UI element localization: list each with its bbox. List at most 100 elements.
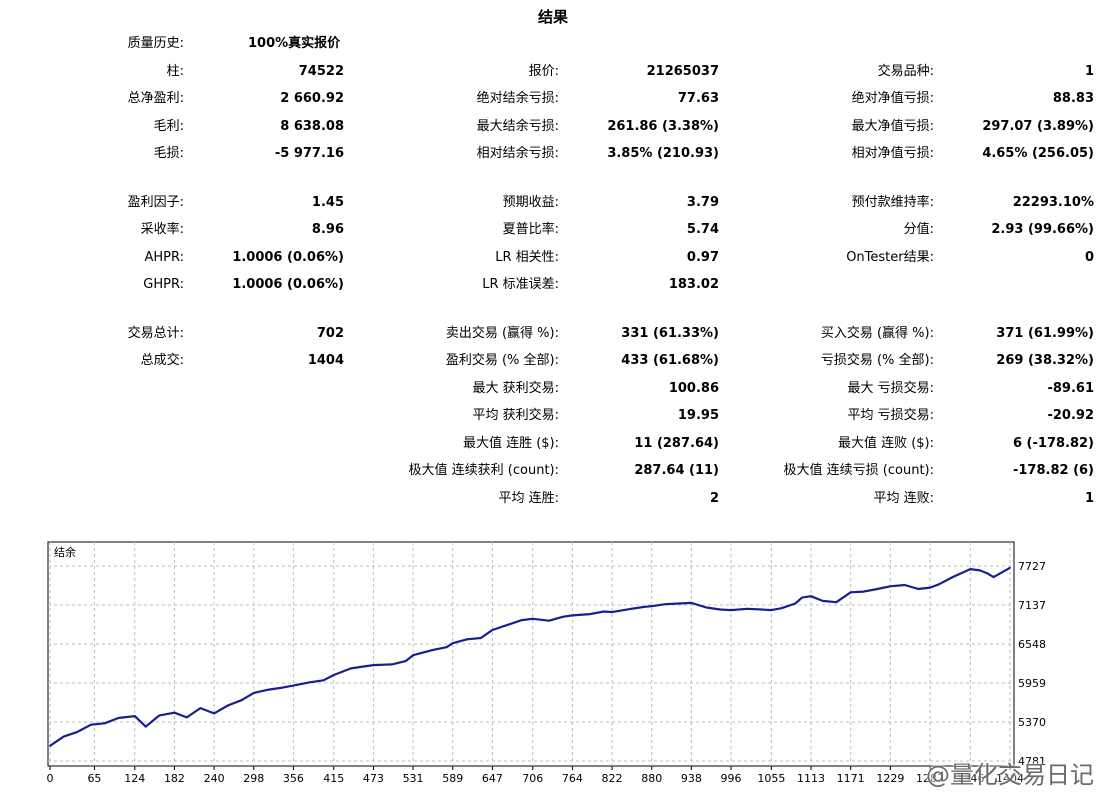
stat-value: 287.64 (11) <box>634 463 719 478</box>
x-tick-label: 0 <box>47 772 54 785</box>
stat-label: 预期收益: <box>502 195 559 210</box>
balance-point <box>451 642 454 645</box>
balance-point <box>49 744 51 747</box>
stat-label: 最大 亏损交易: <box>847 381 934 396</box>
stat-value: 22293.10% <box>1012 195 1094 210</box>
balance-point <box>412 654 414 657</box>
balance-point <box>491 629 494 631</box>
stat-label: 最大净值亏损: <box>851 119 934 134</box>
y-tick-label: 6548 <box>1018 638 1046 651</box>
stat-label: 买入交易 (赢得 %): <box>820 326 934 341</box>
balance-point <box>801 596 803 599</box>
x-tick-label: 1346 <box>956 772 984 785</box>
x-tick-label: 1171 <box>837 772 865 785</box>
balance-point <box>780 607 783 610</box>
stat-value: 1 <box>1084 491 1094 506</box>
stat-label: 平均 亏损交易: <box>847 408 934 423</box>
stat-value: 100.86 <box>668 381 719 396</box>
stat-label: 采收率: <box>140 222 184 237</box>
stat-label: GHPR: <box>143 277 184 292</box>
balance-point <box>770 609 773 611</box>
balance-point <box>705 606 708 609</box>
balance-point <box>571 614 574 617</box>
x-tick-label: 880 <box>641 772 662 785</box>
stat-label: 亏损交易 (% 全部): <box>820 353 934 368</box>
x-tick-label: 298 <box>243 772 264 785</box>
stat-value: 1 <box>1084 64 1094 79</box>
x-tick-label: 182 <box>164 772 185 785</box>
x-tick-label: 706 <box>522 772 543 785</box>
balance-point <box>252 692 255 694</box>
balance-point <box>144 725 147 728</box>
stat-value: -89.61 <box>1047 381 1094 396</box>
y-tick-label: 5959 <box>1018 677 1046 690</box>
stats-row: 柱: 74522 报价: 21265037 交易品种: 1 <box>0 62 1106 82</box>
stats-row: GHPR: 1.0006 (0.06%) LR 标准误差: 183.02 <box>0 275 1106 295</box>
balance-point <box>350 667 352 670</box>
stat-label: 报价: <box>528 64 559 79</box>
balance-point <box>213 712 216 715</box>
stat-label: 最大 获利交易: <box>472 381 559 396</box>
stat-label: 毛利: <box>153 119 184 134</box>
quality-value: 100%真实报价 <box>248 36 341 51</box>
stat-label: LR 相关性: <box>495 250 559 265</box>
stat-label: 柱: <box>166 64 184 79</box>
balance-point <box>281 686 284 689</box>
stat-value: 0 <box>1084 250 1094 265</box>
stats-row: 盈利因子: 1.45 预期收益: 3.79 预付款维持率: 22293.10% <box>0 193 1106 213</box>
x-tick-label: 822 <box>602 772 623 785</box>
report-title: 结果 <box>537 8 568 26</box>
balance-point <box>561 615 564 618</box>
stat-value: 21265037 <box>646 64 719 79</box>
stat-label: 最大值 连胜 ($): <box>462 436 559 451</box>
balance-chart-svg: 7727 7137 6548 5959 5370 4781 0 65 124 182 240 298 3… <box>47 541 1046 785</box>
x-tick-label: 124 <box>124 772 145 785</box>
x-tick-label: 647 <box>482 772 503 785</box>
stat-value: -5 977.16 <box>274 146 344 161</box>
balance-point <box>531 617 534 620</box>
stat-label: 盈利因子: <box>127 195 184 210</box>
balance-point <box>730 609 732 611</box>
balance-point <box>199 707 202 709</box>
stat-value: 261.86 (3.38%) <box>607 119 719 134</box>
stats-row: 交易总计: 702 卖出交易 (赢得 %): 331 (61.33%) 买入交易 (赢得… <box>0 324 1106 344</box>
stat-value: 183.02 <box>668 277 719 292</box>
balance-point <box>690 602 693 604</box>
balance-point <box>678 602 680 605</box>
stat-value: 4.65% (256.05) <box>982 146 1094 161</box>
stat-label: 总净盈利: <box>127 91 184 106</box>
stat-value: 8.96 <box>311 222 344 237</box>
watermark-text: @量化交易日记 <box>926 761 1094 789</box>
balance-point <box>466 638 468 641</box>
stat-label: 平均 连胜: <box>498 491 559 506</box>
stat-value: 2 <box>709 491 719 506</box>
balance-point <box>240 699 243 702</box>
balance-point <box>332 674 335 676</box>
y-tick-label: 5370 <box>1018 716 1046 729</box>
balance-point <box>664 603 667 606</box>
balance-point <box>548 619 550 622</box>
balance-point <box>432 649 434 651</box>
stat-label: 绝对结余亏损: <box>476 91 559 106</box>
stat-label: 分值: <box>903 222 934 237</box>
x-tick-label: 473 <box>363 772 384 785</box>
stat-value: 269 (38.32%) <box>996 353 1094 368</box>
stat-label: 交易总计: <box>127 326 184 341</box>
balance-point <box>1009 566 1011 569</box>
stat-value: 331 (61.33%) <box>621 326 719 341</box>
balance-point <box>992 576 995 578</box>
chart-frame <box>47 541 1015 767</box>
stat-label: 极大值 连续获利 (count): <box>408 463 559 478</box>
x-tick-label: 996 <box>721 772 742 785</box>
balance-point <box>938 583 940 586</box>
stat-label: 预付款维持率: <box>851 195 934 210</box>
quality-label: 质量历史: <box>127 36 184 51</box>
stats-row: 毛损: -5 977.16 相对结余亏损: 3.85% (210.93) 相对净值亏损:… <box>0 144 1106 164</box>
balance-point <box>917 588 920 590</box>
stat-value: 1404 <box>307 353 344 368</box>
balance-point <box>62 735 65 738</box>
stat-label: 相对结余亏损: <box>476 146 559 161</box>
stat-label: 相对净值亏损: <box>851 146 934 161</box>
balance-point <box>746 607 749 610</box>
x-tick-label: 65 <box>87 772 101 785</box>
